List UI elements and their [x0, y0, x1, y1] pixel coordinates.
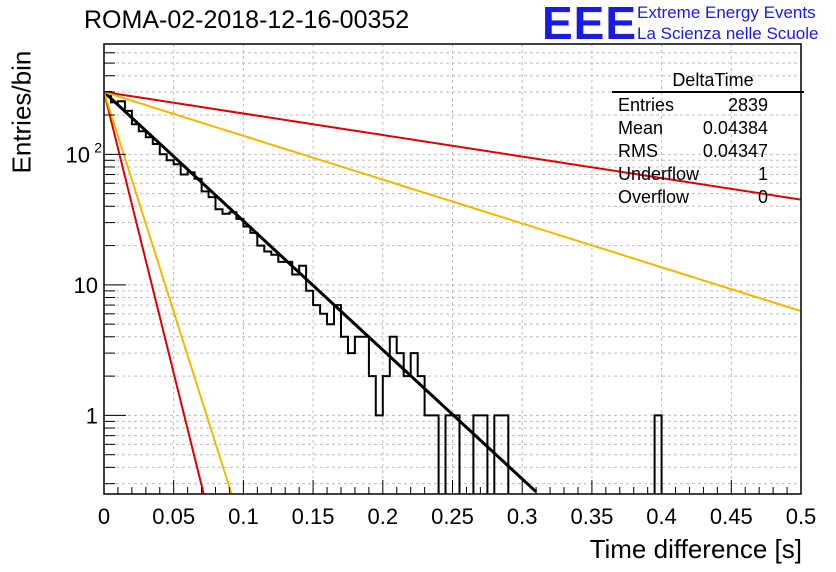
stats-label: RMS	[618, 141, 658, 161]
fit-line-1	[104, 91, 801, 201]
stats-value: 0	[757, 187, 768, 207]
fit-line-3	[104, 91, 205, 494]
stats-value: 2839	[727, 95, 768, 115]
logo-text-line1: Extreme Energy Events	[637, 3, 816, 22]
x-tick-label: 0.2	[368, 504, 399, 529]
stats-label: Mean	[618, 118, 664, 138]
y-tick-label: 10	[66, 142, 90, 167]
stats-divider	[612, 91, 804, 93]
x-axis-label: Time difference [s]	[589, 534, 802, 564]
stats-label: Underflow	[618, 164, 700, 184]
stats-title: DeltaTime	[672, 70, 754, 90]
stats-row-underflow: Underflow 1	[612, 163, 804, 186]
axes: 0 0.05 0.1 0.15 0.2 0.25 0.3 0.35 0.4 0.45 0.51101…	[66, 43, 817, 529]
x-tick-label: 0.45	[710, 504, 753, 529]
x-tick-label: 0.5	[786, 504, 817, 529]
y-tick-label: 1	[86, 403, 98, 428]
x-tick-label: 0	[98, 504, 110, 529]
x-tick-label: 0.05	[152, 504, 195, 529]
y-tick-label: 10	[74, 273, 98, 298]
stats-label: Entries	[618, 95, 675, 115]
logo-text-line2: La Scienza nelle Scuole	[637, 24, 819, 43]
stats-box: DeltaTime Entries 2839 Mean 0.04384 RMS …	[612, 69, 804, 209]
fit-line-2	[104, 91, 801, 313]
plot-frame	[103, 43, 802, 495]
stats-row-rms: RMS 0.04347	[612, 140, 804, 163]
series-layer	[104, 90, 801, 494]
stats-row-mean: Mean 0.04384	[612, 117, 804, 140]
fit-line-0	[104, 90, 538, 493]
y-tick-label-exponent: 2	[94, 139, 102, 155]
stats-row-entries: Entries 2839	[612, 94, 804, 117]
x-tick-label: 0.25	[431, 504, 474, 529]
stats-value: 0.04347	[702, 141, 768, 161]
x-tick-label: 0.15	[292, 504, 335, 529]
x-tick-label: 0.3	[507, 504, 538, 529]
x-tick-label: 0.4	[646, 504, 677, 529]
stats-value: 1	[757, 164, 768, 184]
stats-label: Overflow	[618, 187, 690, 207]
x-tick-label: 0.35	[570, 504, 613, 529]
chart-title: ROMA-02-2018-12-16-00352	[84, 6, 410, 34]
y-axis-label: Entries/bin	[6, 50, 37, 174]
eee-logo: EEE	[542, 0, 638, 49]
stats-value: 0.04384	[702, 118, 768, 138]
stats-row-overflow: Overflow 0	[612, 186, 804, 209]
fit-line-4	[104, 91, 233, 494]
x-tick-label: 0.1	[228, 504, 259, 529]
